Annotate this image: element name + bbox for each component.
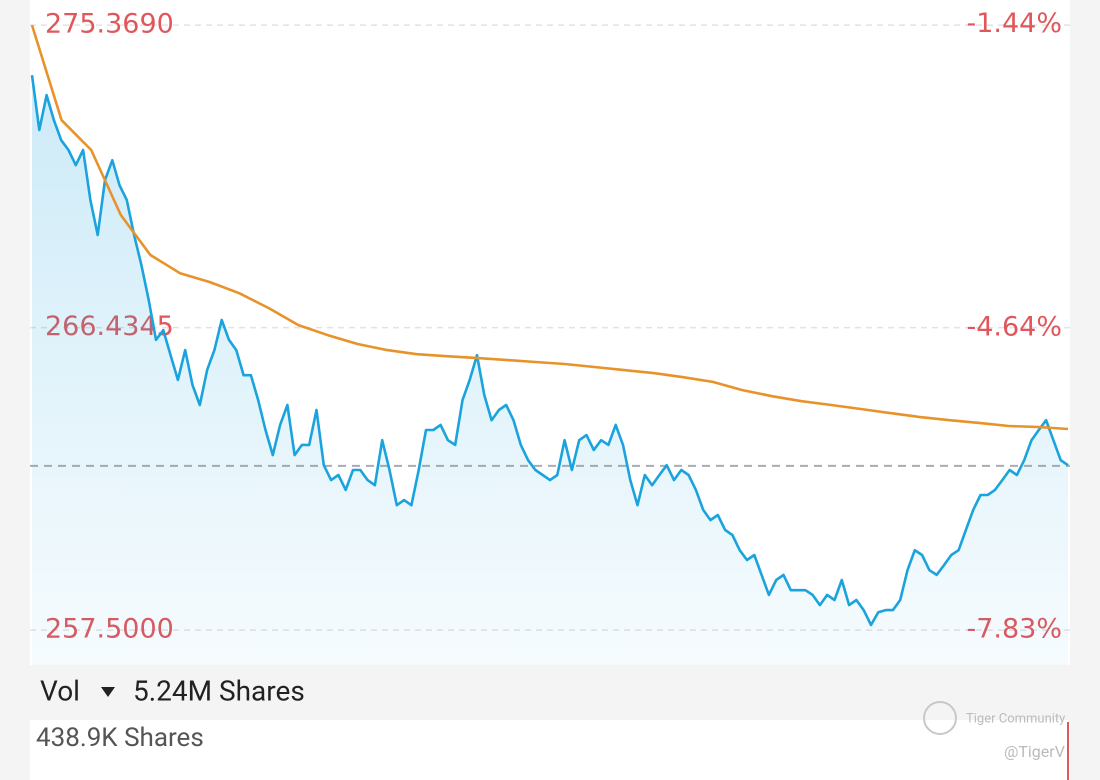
price-line: [30, 24, 1069, 431]
watermark-brand: Tiger Community: [966, 711, 1065, 726]
dropdown-icon[interactable]: [101, 687, 115, 697]
y2-tick-label: -1.44%: [966, 8, 1062, 39]
volume-total: 5.24M Shares: [133, 674, 305, 707]
plot: 257.5000266.4345275.3690-7.83%-4.64%-1.4…: [30, 8, 1070, 665]
y2-tick-label: -4.64%: [966, 311, 1062, 342]
volume-area: [30, 720, 1070, 780]
watermark-logo: [923, 701, 957, 735]
y-tick-label: 275.3690: [45, 9, 174, 40]
volume-label: Vol: [40, 674, 80, 707]
volume-bar-value: 438.9K Shares: [36, 723, 204, 753]
watermark-handle: @TigerV: [1004, 742, 1065, 761]
price-line: [30, 75, 1069, 627]
area-fill: [32, 75, 1068, 665]
